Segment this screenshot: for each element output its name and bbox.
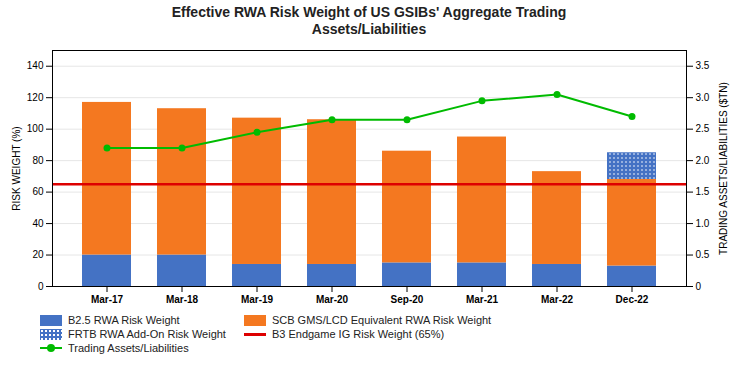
svg-text:Mar-18: Mar-18 <box>166 294 199 305</box>
svg-text:2.0: 2.0 <box>696 155 710 166</box>
svg-text:TRADING ASSETS/LIABILITIES ($T: TRADING ASSETS/LIABILITIES ($TN) <box>718 82 729 255</box>
svg-text:3.0: 3.0 <box>696 92 710 103</box>
html-text:SCB GMS/LCD Equivalent RWA Ris: SCB GMS/LCD Equivalent RWA Risk Weight <box>271 314 492 326</box>
svg-text:Dec-22: Dec-22 <box>616 294 649 305</box>
svg-text:2.5: 2.5 <box>696 123 710 134</box>
svg-text:0.5: 0.5 <box>696 249 710 260</box>
html-text:FRTB RWA Add-On Risk Weight: FRTB RWA Add-On Risk Weight <box>68 328 226 340</box>
svg-text:60: 60 <box>32 186 44 197</box>
svg-text:Mar-21: Mar-21 <box>466 294 499 305</box>
svg-text:1.0: 1.0 <box>696 218 710 229</box>
html-text:Effective RWA Risk Weight of U: Effective RWA Risk Weight of US GSIBs' A… <box>171 4 567 37</box>
html-text:B3 Endgame IG Risk Weight (65%: B3 Endgame IG Risk Weight (65%) <box>271 328 445 340</box>
svg-text:100: 100 <box>27 123 44 134</box>
svg-text:0: 0 <box>696 281 702 292</box>
svg-text:Sep-20: Sep-20 <box>391 294 424 305</box>
svg-text:120: 120 <box>27 92 44 103</box>
svg-text:0: 0 <box>38 281 44 292</box>
svg-text:1.5: 1.5 <box>696 186 710 197</box>
svg-text:Mar-19: Mar-19 <box>241 294 274 305</box>
svg-text:40: 40 <box>32 218 44 229</box>
svg-text:140: 140 <box>27 60 44 71</box>
html-text:Trading Assets/Liabilities: Trading Assets/Liabilities <box>68 342 189 354</box>
svg-text:Mar-17: Mar-17 <box>91 294 124 305</box>
svg-text:RISK WEIGHT (%): RISK WEIGHT (%) <box>11 126 22 210</box>
svg-text:80: 80 <box>32 155 44 166</box>
svg-text:Mar-20: Mar-20 <box>316 294 349 305</box>
svg-text:20: 20 <box>32 249 44 260</box>
svg-text:3.5: 3.5 <box>696 60 710 71</box>
html-text:B2.5 RWA Risk Weight: B2.5 RWA Risk Weight <box>68 314 180 326</box>
svg-text:Mar-22: Mar-22 <box>541 294 574 305</box>
